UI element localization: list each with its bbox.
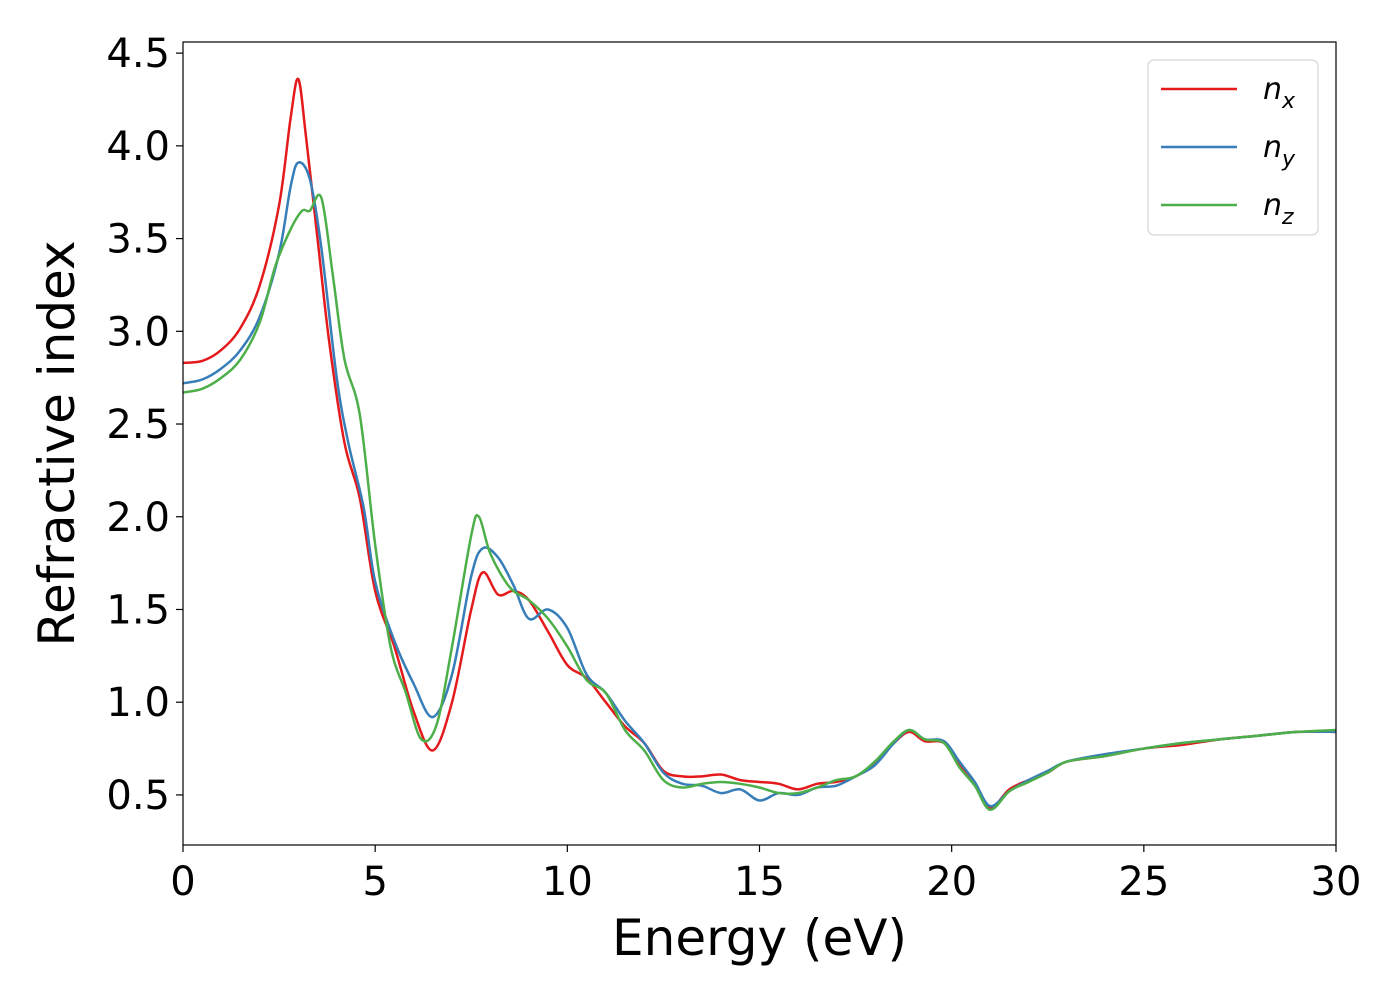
y-tick-label: 2.5 [106,402,170,448]
legend-label-nx: nx [1263,72,1296,114]
x-tick-label: 15 [734,859,785,905]
y-tick-label: 0.5 [106,773,170,819]
x-tick-label: 0 [170,859,195,905]
y-tick-label: 1.0 [106,680,170,726]
x-axis-title: Energy (eV) [612,909,907,967]
x-tick-label: 30 [1311,859,1362,905]
y-axis-ticks: 0.5 1.0 1.5 2.0 2.5 3.0 3.5 4.0 4.5 [106,31,183,819]
series-line-nz [182,193,1337,812]
legend-label-ny: ny [1263,130,1296,172]
x-tick-label: 10 [542,859,593,905]
x-tick-label: 5 [362,859,387,905]
series-layer [182,77,1337,812]
y-axis-title: Refractive index [28,240,86,646]
legend-items: nx ny nz [1161,72,1296,230]
y-tick-label: 3.0 [106,309,170,355]
y-tick-label: 2.0 [106,495,170,541]
x-tick-label: 20 [926,859,977,905]
legend-label-nz: nz [1263,188,1294,230]
y-tick-label: 4.0 [106,124,170,170]
x-axis-ticks: 0 5 10 15 20 25 30 [170,845,1361,905]
y-tick-label: 3.5 [106,217,170,263]
y-tick-label: 4.5 [106,31,170,77]
legend: nx ny nz [1147,59,1319,236]
x-tick-label: 25 [1118,859,1169,905]
y-tick-label: 1.5 [106,587,170,633]
